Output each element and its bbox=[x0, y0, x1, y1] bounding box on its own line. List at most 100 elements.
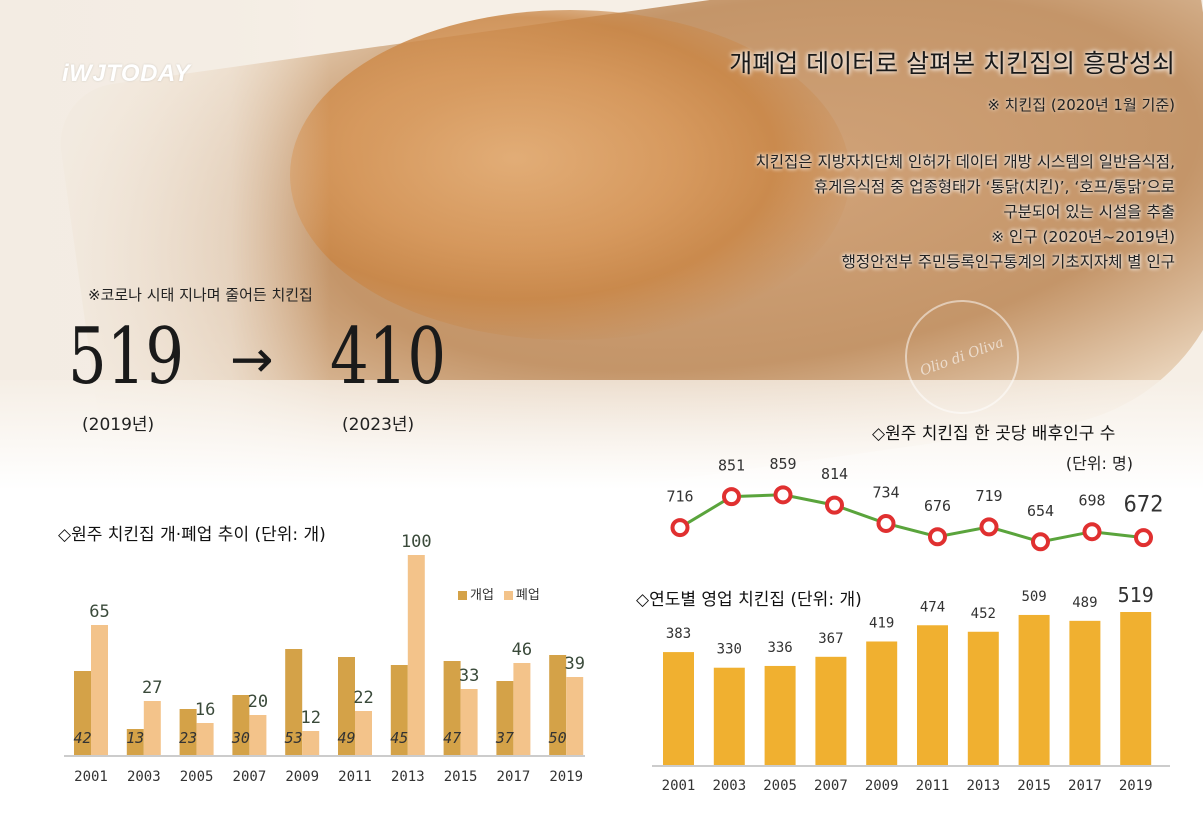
wjtoday-logo: iWJTODAY bbox=[62, 60, 191, 87]
open-value-label: 37 bbox=[495, 729, 514, 747]
x-tick-label: 2017 bbox=[497, 769, 531, 785]
x-tick-label: 2013 bbox=[391, 769, 425, 785]
legend-item-open: 개업 bbox=[458, 584, 494, 603]
x-tick-label: 2009 bbox=[865, 778, 899, 794]
x-tick-label: 2019 bbox=[549, 769, 583, 785]
bar-operating-2001 bbox=[663, 652, 694, 765]
bar-open-2015 bbox=[443, 661, 461, 755]
operating-value-label: 519 bbox=[1118, 583, 1154, 607]
open-value-label: 53 bbox=[285, 729, 303, 747]
x-tick-label: 2001 bbox=[74, 769, 108, 785]
close-value-label: 12 bbox=[300, 708, 320, 728]
population-value-label: 716 bbox=[666, 488, 693, 506]
population-chart-unit: (단위: 명) bbox=[1065, 454, 1133, 473]
point-marker-2001 bbox=[670, 518, 690, 538]
bar-open-2019 bbox=[549, 655, 567, 755]
open-value-label: 50 bbox=[549, 729, 567, 747]
bar-open-2001 bbox=[74, 671, 91, 755]
point-marker-2007 bbox=[825, 495, 844, 515]
open-value-label: 49 bbox=[337, 729, 355, 747]
population-chart-title: ◇원주 치킨집 한 곳당 배후인구 수 bbox=[872, 424, 1116, 444]
legend-label: 폐업 bbox=[515, 588, 540, 603]
point-marker-2015 bbox=[1031, 532, 1050, 552]
description-line: 치킨집은 지방자치단체 인허가 데이터 개방 시스템의 일반음식점, bbox=[755, 153, 1175, 171]
close-value-label: 20 bbox=[248, 692, 268, 712]
description-line: ※ 인구 (2020년~2019년) bbox=[991, 228, 1175, 246]
open-value-label: 23 bbox=[179, 729, 197, 747]
population-value-label: 719 bbox=[975, 487, 1002, 505]
x-tick-label: 2013 bbox=[966, 778, 1000, 794]
bar-open-2013 bbox=[390, 665, 408, 755]
bar-operating-2017 bbox=[1069, 620, 1101, 765]
open-value-label: 30 bbox=[231, 729, 250, 747]
close-value-label: 46 bbox=[512, 640, 532, 660]
open-close-chart-title: ◇원주 치킨집 개·폐업 추이 (단위: 개) bbox=[58, 525, 326, 545]
population-value-label: 859 bbox=[769, 455, 796, 473]
bar-open-2005 bbox=[179, 709, 197, 755]
population-value-label: 698 bbox=[1078, 492, 1105, 510]
year-2023-label: (2023년) bbox=[342, 415, 415, 435]
bar-operating-2009 bbox=[866, 641, 898, 765]
bar-operating-2013 bbox=[967, 631, 999, 765]
bar-close-2013 bbox=[407, 555, 425, 755]
operating-chart-title: ◇연도별 영업 치킨집 (단위: 개) bbox=[636, 590, 862, 610]
legend-label: 개업 bbox=[470, 588, 494, 603]
x-tick-label: 2003 bbox=[712, 778, 746, 794]
x-tick-label: 2003 bbox=[127, 769, 161, 785]
bar-close-2007 bbox=[249, 715, 267, 755]
x-tick-label: 2011 bbox=[338, 769, 372, 785]
year-2019-label: (2019년) bbox=[82, 415, 155, 435]
bar-close-2011 bbox=[355, 711, 372, 755]
bar-operating-2011 bbox=[917, 625, 948, 765]
chicken-data-note: ※ 치킨집 (2020년 1월 기준) bbox=[987, 96, 1175, 114]
close-value-label: 100 bbox=[401, 532, 432, 552]
population-line bbox=[679, 493, 1144, 544]
point-marker-2003 bbox=[722, 487, 741, 507]
x-tick-label: 2009 bbox=[285, 769, 319, 785]
count-2023: 410 bbox=[330, 312, 447, 402]
chart-legend: 개업 폐업 bbox=[458, 584, 540, 603]
legend-swatch bbox=[458, 591, 467, 600]
point-marker-2017 bbox=[1082, 522, 1102, 542]
bar-close-2001 bbox=[91, 625, 108, 755]
x-tick-label: 2007 bbox=[814, 778, 848, 794]
bar-close-2015 bbox=[460, 689, 478, 755]
bar-operating-2019 bbox=[1120, 612, 1152, 765]
x-tick-label: 2005 bbox=[763, 778, 797, 794]
population-value-label: 851 bbox=[718, 457, 745, 475]
bar-close-2009 bbox=[302, 731, 320, 755]
bar-open-2003 bbox=[126, 729, 144, 755]
x-tick-label: 2005 bbox=[180, 769, 214, 785]
operating-value-label: 336 bbox=[767, 640, 792, 656]
legend-swatch bbox=[503, 591, 513, 600]
bar-open-2017 bbox=[496, 681, 514, 755]
bar-operating-2003 bbox=[713, 667, 745, 765]
close-value-label: 33 bbox=[459, 666, 479, 686]
bar-close-2017 bbox=[513, 663, 531, 755]
population-value-label: 676 bbox=[924, 497, 951, 515]
fried-chicken-image bbox=[290, 10, 850, 340]
x-tick-label: 2007 bbox=[233, 769, 267, 785]
legend-item-close: 폐업 bbox=[503, 584, 540, 603]
arrow-right-icon: → bbox=[230, 330, 274, 390]
population-value-label: 672 bbox=[1124, 493, 1164, 518]
operating-value-label: 489 bbox=[1072, 595, 1097, 611]
bar-close-2005 bbox=[196, 723, 214, 755]
bar-open-2009 bbox=[285, 649, 303, 755]
population-value-label: 814 bbox=[821, 465, 848, 483]
close-value-label: 16 bbox=[195, 700, 215, 720]
x-tick-label: 2015 bbox=[444, 769, 478, 785]
close-value-label: 39 bbox=[564, 654, 584, 674]
operating-value-label: 509 bbox=[1021, 589, 1046, 605]
operating-value-label: 367 bbox=[818, 631, 843, 647]
bar-open-2011 bbox=[338, 657, 355, 755]
point-marker-2013 bbox=[979, 517, 999, 537]
close-value-label: 65 bbox=[89, 602, 109, 622]
description-line: 휴게음식점 중 업종형태가 ‘통닭(치킨)’, ‘호프/통닭’으로 bbox=[813, 178, 1175, 196]
description-line: 행정안전부 주민등록인구통계의 기초지자체 별 인구 bbox=[841, 253, 1175, 271]
bar-operating-2007 bbox=[815, 656, 847, 765]
close-value-label: 27 bbox=[142, 678, 162, 698]
operating-value-label: 419 bbox=[869, 615, 894, 631]
bar-open-2007 bbox=[232, 695, 250, 755]
